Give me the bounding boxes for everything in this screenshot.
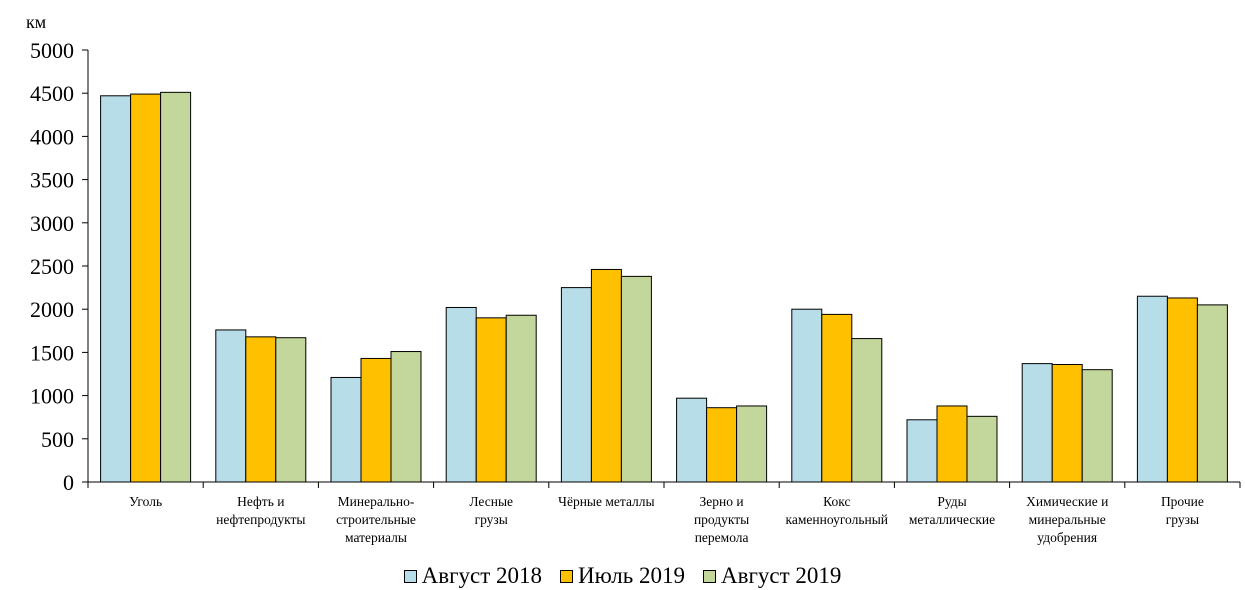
x-category-label: удобрения: [1037, 530, 1097, 545]
y-tick-label: 1000: [30, 384, 74, 409]
bar-3-8: [966, 415, 998, 483]
bar-1-1: [100, 95, 132, 483]
y-tick-label: 500: [41, 427, 74, 452]
x-category-label: грузы: [475, 512, 508, 527]
bars-group: [100, 91, 1228, 483]
bar-2-3: [360, 357, 392, 483]
bar-2-10: [1166, 297, 1198, 483]
y-tick-label: 5000: [30, 38, 74, 63]
x-category-label: Чёрные металлы: [558, 494, 654, 509]
x-category-label: Лесные: [469, 494, 513, 509]
bar-1-8: [906, 419, 938, 483]
bar-1-6: [676, 397, 708, 483]
x-category-label: Зерно и: [700, 494, 744, 509]
bar-1-9: [1021, 363, 1053, 483]
y-tick-label: 3500: [30, 168, 74, 193]
x-category-label: строительные: [336, 512, 416, 527]
bar-3-4: [505, 314, 537, 483]
bar-chart: км 0 500 1000 1500 2000 2500 3000 3500 4000 4500 5…: [26, 12, 1241, 545]
x-category-label: металлические: [909, 512, 995, 527]
bar-3-9: [1081, 369, 1113, 483]
y-unit-label: км: [26, 12, 46, 32]
legend-item: Август 2018: [403, 563, 543, 589]
bar-2-2: [245, 336, 277, 483]
bar-2-9: [1051, 363, 1083, 483]
x-category-label: перемола: [695, 530, 749, 545]
legend-label: Август 2018: [421, 563, 543, 588]
bar-3-3: [390, 351, 422, 483]
bar-3-6: [736, 405, 768, 483]
y-tick-label: 4500: [30, 81, 74, 106]
x-axis: Уголь Нефть и нефтепродукты Минерально-стро…: [87, 481, 1241, 545]
x-category-label: нефтепродукты: [216, 512, 305, 527]
x-category-label: Руды: [937, 494, 966, 509]
x-category-label: Нефть и: [237, 494, 284, 509]
y-tick-label: 4000: [30, 124, 74, 149]
x-category-label: каменноугольный: [786, 512, 889, 527]
bar-1-5: [560, 287, 592, 483]
bar-2-6: [706, 407, 738, 483]
y-tick-label: 3000: [30, 211, 74, 236]
bar-1-10: [1136, 295, 1168, 483]
bar-3-1: [160, 91, 192, 483]
x-category-label: Уголь: [129, 494, 162, 509]
bar-2-8: [936, 405, 968, 483]
bar-1-2: [215, 329, 247, 483]
x-category-label: минеральные: [1029, 512, 1106, 527]
legend-swatch: [560, 569, 574, 583]
bar-2-7: [821, 313, 853, 483]
bar-3-2: [275, 337, 307, 483]
y-tick-label: 2500: [30, 254, 74, 279]
bar-2-1: [130, 93, 162, 483]
x-category-label: грузы: [1166, 512, 1199, 527]
bar-1-7: [791, 308, 823, 483]
y-axis: 0 500 1000 1500 2000 2500 3000 3500 4000 4500 5000: [30, 38, 89, 495]
x-category-label: Прочие: [1161, 494, 1204, 509]
bar-3-5: [620, 275, 652, 483]
bar-1-3: [330, 376, 362, 483]
x-category-label: Кокс: [823, 494, 850, 509]
legend-label: Июль 2019: [578, 563, 685, 588]
y-tick-label: 1500: [30, 340, 74, 365]
legend-swatch: [702, 569, 716, 583]
legend-item: Август 2019: [702, 563, 842, 589]
bar-2-4: [475, 317, 507, 483]
legend-label: Август 2019: [720, 563, 842, 588]
x-category-label: Химические и: [1026, 494, 1108, 509]
y-tick-label: 0: [63, 470, 74, 495]
x-category-label: Минерально-: [338, 494, 415, 509]
x-category-label: продукты: [694, 512, 749, 527]
bar-3-10: [1196, 304, 1228, 483]
legend-swatch: [403, 569, 417, 583]
bar-3-7: [851, 338, 883, 483]
legend-item: Июль 2019: [560, 563, 685, 589]
bar-1-4: [445, 306, 477, 483]
legend: Август 2018 Июль 2019 Август 2019: [0, 562, 1245, 590]
x-category-label: материалы: [345, 530, 407, 545]
bar-2-5: [590, 268, 622, 483]
y-tick-label: 2000: [30, 297, 74, 322]
